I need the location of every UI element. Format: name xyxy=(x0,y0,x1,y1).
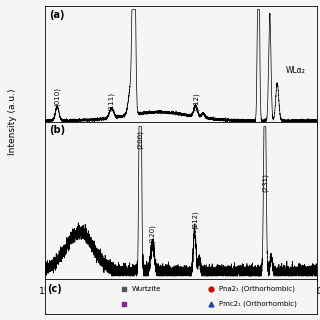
Text: Wurtzite: Wurtzite xyxy=(132,285,161,292)
Text: (a): (a) xyxy=(49,10,64,20)
Text: (120): (120) xyxy=(149,224,156,243)
Text: (212): (212) xyxy=(191,210,198,229)
Text: (111): (111) xyxy=(108,92,115,110)
Text: (200): (200) xyxy=(137,131,143,149)
Text: (c): (c) xyxy=(48,284,62,294)
Text: Intensity (a.u.): Intensity (a.u.) xyxy=(8,88,17,155)
Text: (010): (010) xyxy=(54,87,60,106)
Text: Pmc2₁ (Orthorhombic): Pmc2₁ (Orthorhombic) xyxy=(219,300,297,307)
Text: (231): (231) xyxy=(262,173,268,192)
Text: (212): (212) xyxy=(192,92,199,110)
Text: WLα₂: WLα₂ xyxy=(286,66,306,75)
Text: Pna2₁ (Orthorhombic): Pna2₁ (Orthorhombic) xyxy=(219,285,295,292)
Text: (b): (b) xyxy=(49,125,65,135)
